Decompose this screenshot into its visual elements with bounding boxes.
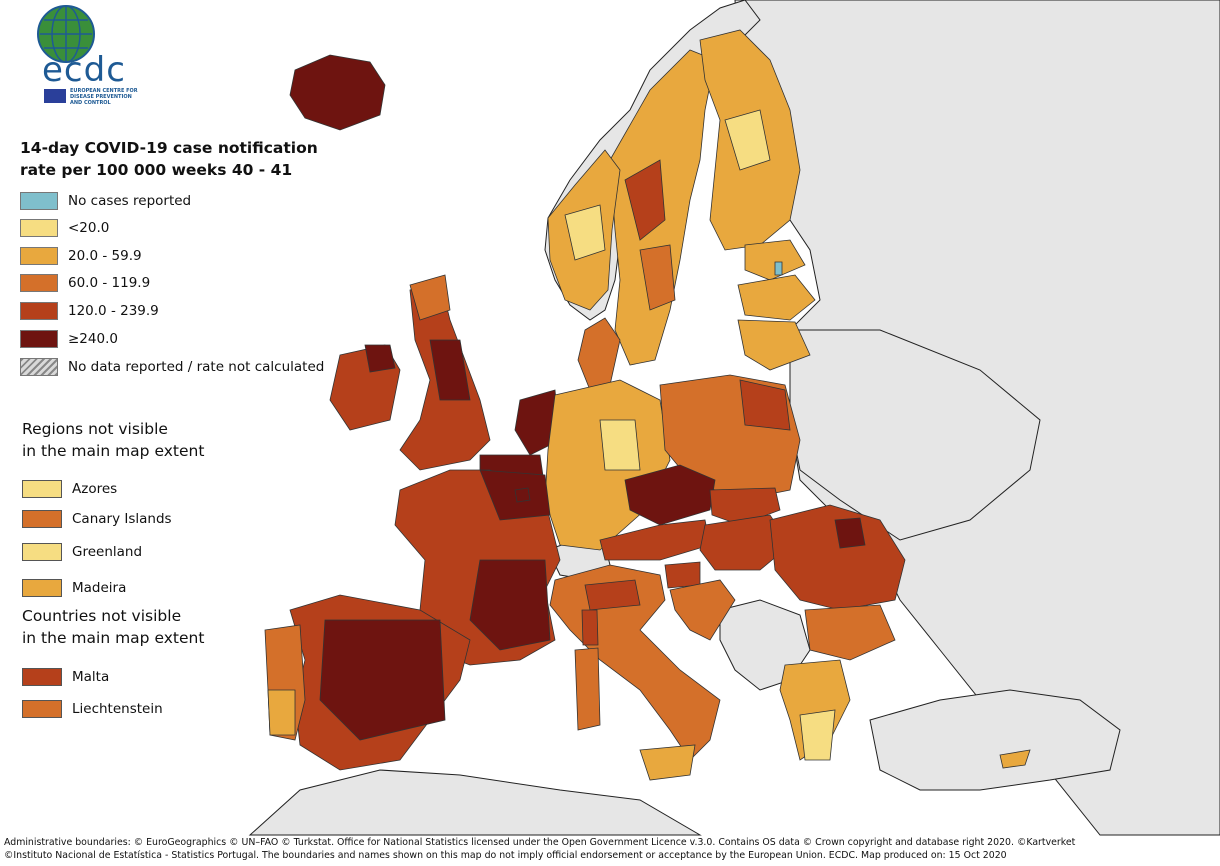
region-swatch (22, 510, 62, 528)
legend-item: No data reported / rate not calculated (20, 357, 324, 377)
attribution-footer: Administrative boundaries: © EuroGeograp… (4, 836, 1216, 862)
latvia (737, 274, 816, 321)
legend-swatch (20, 247, 58, 265)
region-item: Greenland (22, 543, 142, 561)
regions-heading-line1: Regions not visible (22, 420, 168, 438)
logo-subtitle: EUROPEAN CENTRE FOR DISEASE PREVENTION A… (70, 88, 138, 106)
sicily (639, 744, 696, 781)
legend-swatch-hatched (20, 358, 58, 376)
legend-item: ≥240.0 (20, 329, 118, 349)
countries-heading-line1: Countries not visible (22, 607, 182, 625)
country-item: Liechtenstein (22, 700, 163, 718)
legend-swatch (20, 219, 58, 237)
legend-item: <20.0 (20, 218, 109, 238)
country-label: Liechtenstein (72, 701, 163, 717)
country-swatch (22, 668, 62, 686)
legend-label: No data reported / rate not calculated (68, 359, 325, 375)
legend-label: ≥240.0 (68, 331, 118, 347)
legend-swatch (20, 302, 58, 320)
eu-regions (264, 29, 1031, 781)
footer-line1: Administrative boundaries: © EuroGeograp… (4, 837, 1076, 848)
cyprus (999, 749, 1031, 769)
country-swatch (22, 700, 62, 718)
legend-item: 20.0 - 59.9 (20, 246, 142, 266)
romania (769, 504, 906, 611)
region-item: Azores (22, 480, 117, 498)
map-title: 14-day COVID-19 case notification rate p… (20, 137, 340, 181)
legend-label: 120.0 - 239.9 (68, 303, 159, 319)
regions-heading: Regions not visible in the main map exte… (22, 418, 322, 462)
region-item: Madeira (22, 579, 126, 597)
legend-item: No cases reported (20, 191, 191, 211)
legend-swatch (20, 330, 58, 348)
legend-label: 60.0 - 119.9 (68, 275, 151, 291)
bulgaria (804, 604, 896, 661)
region-swatch (22, 579, 62, 597)
lithuania (737, 319, 811, 371)
eu-flag-icon (44, 89, 66, 103)
logo-text: ecdc (42, 50, 126, 90)
legend-label: No cases reported (68, 193, 192, 209)
region-label: Madeira (72, 580, 127, 596)
ecdc-logo (37, 5, 95, 63)
region-label: Canary Islands (72, 511, 172, 527)
legend-item: 120.0 - 239.9 (20, 301, 159, 321)
corsica (581, 609, 599, 646)
czechia (624, 464, 716, 526)
region-swatch (22, 480, 62, 498)
legend-swatch (20, 274, 58, 292)
region-label: Azores (72, 481, 118, 497)
legend-label: 20.0 - 59.9 (68, 248, 142, 264)
map-title-line1: 14-day COVID-19 case notification (20, 139, 318, 157)
hungary (699, 514, 791, 571)
legend-item: 60.0 - 119.9 (20, 273, 150, 293)
region-label: Greenland (72, 544, 143, 560)
slovenia (664, 561, 701, 589)
countries-heading-line2: in the main map extent (22, 629, 205, 647)
legend-swatch (20, 192, 58, 210)
sardinia (574, 647, 601, 731)
legend-label: <20.0 (68, 220, 110, 236)
estonia (744, 239, 806, 281)
countries-heading: Countries not visible in the main map ex… (22, 605, 322, 649)
denmark (577, 317, 621, 391)
netherlands (514, 389, 561, 456)
footer-line2: ©Instituto Nacional de Estatística - Sta… (4, 850, 1007, 861)
region-swatch (22, 543, 62, 561)
regions-heading-line2: in the main map extent (22, 442, 205, 460)
country-label: Malta (72, 669, 110, 685)
luxembourg (514, 487, 531, 503)
map-title-line2: rate per 100 000 weeks 40 - 41 (20, 161, 293, 179)
legend-panel: ecdc EUROPEAN CENTRE FOR DISEASE PREVENT… (0, 0, 330, 835)
iceland (289, 54, 386, 131)
region-item: Canary Islands (22, 510, 172, 528)
country-item: Malta (22, 668, 109, 686)
croatia (669, 579, 736, 641)
